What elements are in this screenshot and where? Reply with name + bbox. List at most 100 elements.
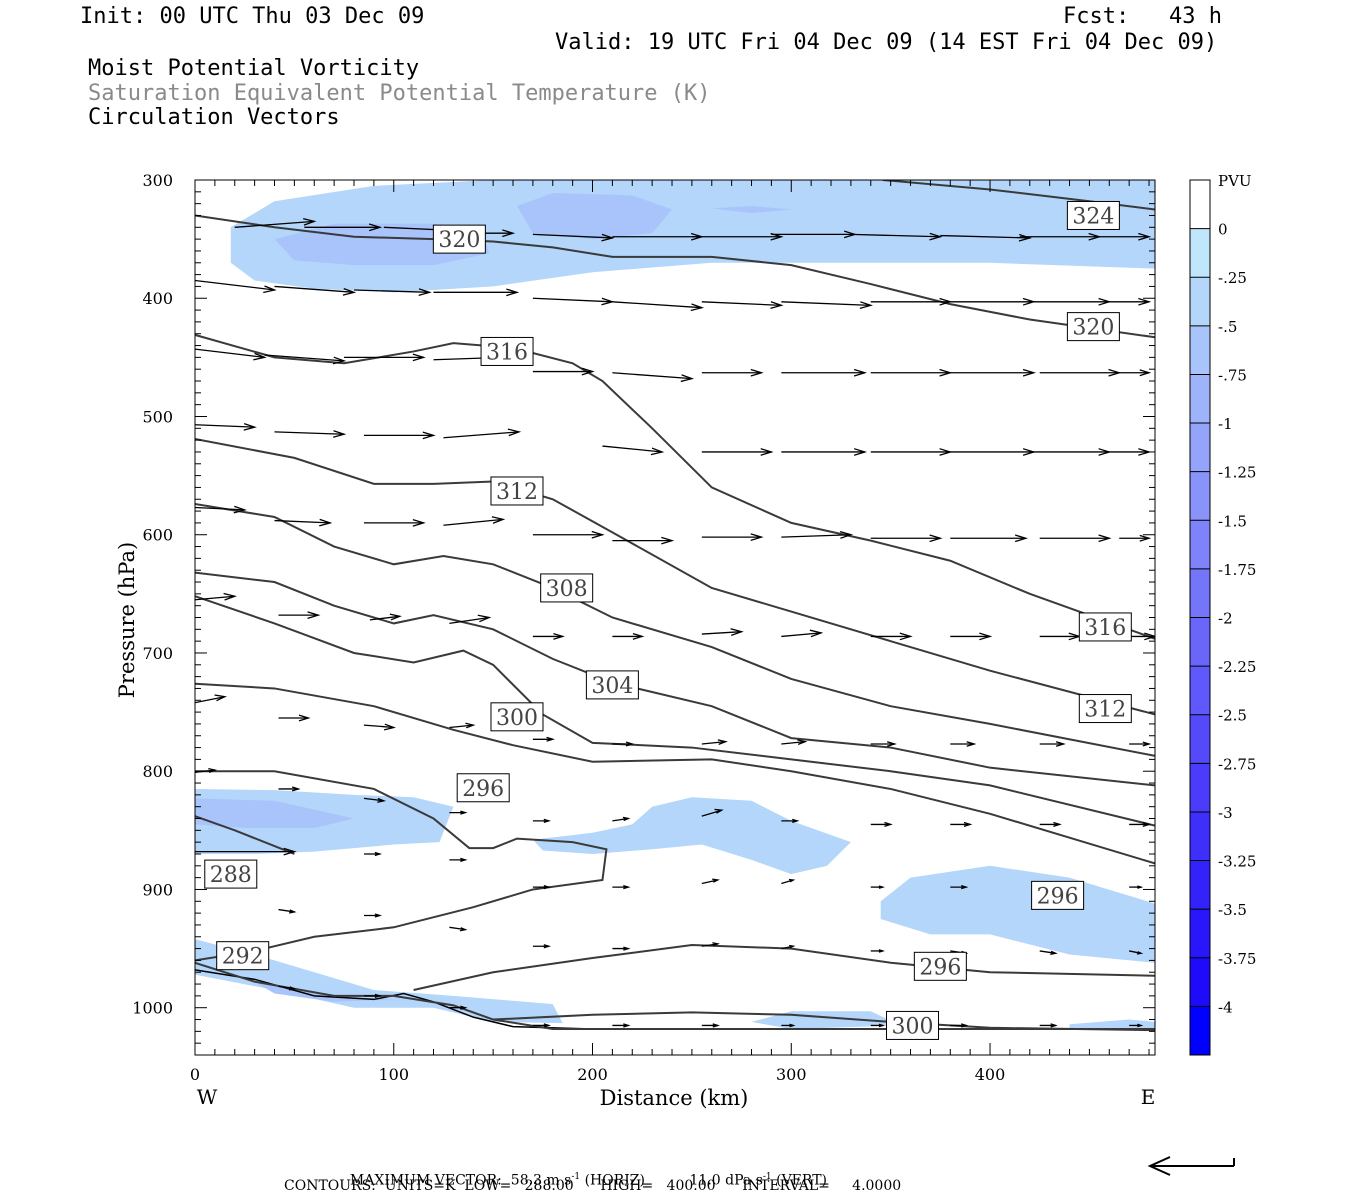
vector-head (233, 505, 247, 514)
vector-head (730, 628, 744, 636)
vector-shaft (369, 615, 400, 621)
vector-head (1050, 1023, 1058, 1028)
colorbar-bin (1190, 957, 1210, 1007)
vector-head (507, 428, 522, 437)
theta-e-contour-292 (195, 961, 1155, 1030)
colorbar-bin (1190, 714, 1210, 764)
vector-shaft (449, 926, 466, 931)
vector-head (502, 229, 516, 238)
vector-arrow (701, 628, 744, 636)
x-tick-label: 0 (190, 1065, 200, 1084)
vector-head (553, 632, 565, 640)
vector-shaft (449, 616, 490, 625)
vector-shaft (701, 809, 722, 817)
vector-head (412, 353, 426, 362)
vector-arrow (532, 297, 615, 306)
vector-arrow (344, 353, 426, 362)
vector-head (1139, 534, 1152, 542)
pv-region (532, 797, 851, 875)
vector-arrow (940, 233, 1033, 242)
vector-shaft (612, 372, 692, 380)
max-vertical-value: 11.0 dPa s (689, 1172, 763, 1189)
vector-head (368, 223, 383, 232)
pv-region (1069, 1019, 1155, 1029)
vector-head (929, 534, 943, 543)
vector-head (792, 818, 800, 824)
vector-shaft (1039, 950, 1056, 954)
vector-arrow (602, 445, 665, 456)
vector-arrow (1129, 741, 1152, 747)
colorbar-bin (1190, 277, 1210, 326)
vector-head (591, 530, 605, 539)
y-tick-label: 600 (142, 526, 173, 545)
vector-head (342, 287, 357, 296)
contour-label-text: 308 (546, 577, 588, 602)
y-tick-label: 300 (142, 171, 173, 190)
vector-arrow (781, 818, 800, 824)
max-vector-info: MAXIMUM VECTOR: 58.3 m s-1 (HORIZ) 11.0 … (341, 1159, 827, 1188)
x-tick-label: 200 (577, 1065, 608, 1084)
vector-shaft (612, 817, 629, 822)
vector-shaft (701, 943, 718, 947)
vector-arrow (781, 531, 854, 539)
vector-arrow (950, 821, 973, 827)
field-title-pv: Moist Potential Vorticity (88, 56, 420, 81)
vector-arrow (781, 739, 808, 745)
vector-head (543, 818, 552, 824)
vector-arrow (449, 810, 468, 815)
vector-arrow (1119, 534, 1152, 542)
vector-head (1050, 950, 1058, 956)
contour-label: 288 (204, 859, 258, 889)
vector-arrow (781, 944, 796, 950)
x-tick-label: 300 (776, 1065, 807, 1084)
vector-shaft (781, 632, 822, 638)
vector-shaft (274, 285, 355, 293)
colorbar-label: -2.5 (1218, 707, 1247, 725)
vector-head (303, 217, 317, 226)
vector-arrow (532, 944, 552, 949)
contour-label: 324 (1066, 200, 1120, 230)
vector-arrow (781, 301, 873, 309)
contour-label-box (1078, 694, 1132, 724)
contour-label: 316 (480, 336, 534, 366)
valid-time: Valid: 19 UTC Fri 04 Dec 09 (14 EST Fri … (555, 30, 1218, 55)
colorbar-label: -3 (1218, 804, 1233, 822)
contour-label-text: 320 (1072, 316, 1114, 341)
vector-arrow (532, 884, 552, 890)
vector-head (770, 301, 784, 309)
contour-label-text: 292 (222, 945, 264, 970)
contour-labels: 324 320 320 316 316 312 312 308 304 300 300 296 296 2… (204, 200, 1132, 1040)
field-title-thetae: Saturation Equivalent Potential Temperat… (88, 81, 711, 106)
contour-label-text: 320 (438, 228, 480, 253)
vector-head (650, 447, 665, 456)
vector-shaft (449, 724, 474, 729)
y-tick-label: 900 (142, 880, 173, 899)
contour-label-text: 316 (486, 340, 528, 365)
vector-head (291, 786, 301, 792)
vector-head (1022, 368, 1036, 377)
vector-shaft (195, 595, 235, 601)
theta-e-contour-316 (195, 333, 1155, 640)
vector-shaft (274, 519, 331, 524)
vector-head (383, 723, 396, 731)
vector-arrow (701, 808, 724, 817)
vector-head (680, 374, 695, 383)
vector-shaft (274, 431, 345, 435)
vector-head (1139, 369, 1152, 377)
vector-head (1018, 233, 1033, 242)
pv-region (254, 981, 394, 1002)
east-label: E (1141, 1085, 1156, 1109)
vector-head (712, 878, 720, 883)
forecast-hour: Fcst: 43 h (1063, 4, 1222, 29)
vector-arrow (278, 786, 301, 792)
init-time: Init: 00 UTC Thu 03 Dec 09 (80, 4, 425, 29)
colorbar-bin (1190, 617, 1210, 667)
y-tick-label: 500 (142, 407, 173, 426)
vector-head (623, 884, 631, 890)
vector-arrow (363, 993, 383, 999)
vector-arrow (870, 949, 885, 953)
pv-region (195, 939, 563, 1024)
vector-head (208, 767, 218, 773)
contour-label: 300 (490, 702, 544, 732)
colorbar-label: -1.5 (1218, 512, 1247, 530)
